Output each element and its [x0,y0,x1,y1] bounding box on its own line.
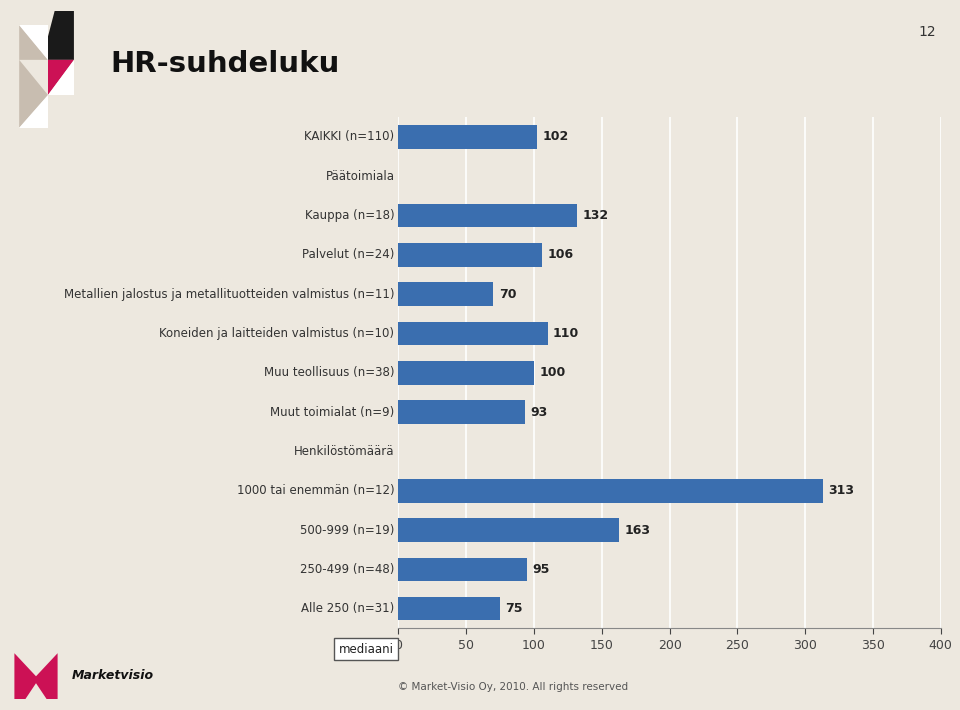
Text: Päätoimiala: Päätoimiala [325,170,395,182]
Polygon shape [48,60,74,95]
Text: 313: 313 [828,484,854,497]
Bar [398,557,527,581]
Polygon shape [14,653,58,699]
Polygon shape [19,25,48,60]
Text: 95: 95 [533,563,550,576]
Bar [398,400,524,424]
Text: Muut toimialat (n=9): Muut toimialat (n=9) [270,405,395,419]
Polygon shape [48,11,74,60]
Bar [398,479,823,503]
Text: © Market-Visio Oy, 2010. All rights reserved: © Market-Visio Oy, 2010. All rights rese… [398,682,629,692]
Text: 75: 75 [506,602,523,615]
Text: Muu teollisuus (n=38): Muu teollisuus (n=38) [264,366,395,379]
Bar [398,597,500,621]
Bar [398,518,619,542]
Text: Palvelut (n=24): Palvelut (n=24) [302,248,395,261]
Polygon shape [19,60,48,128]
Text: Marketvisio: Marketvisio [72,670,155,682]
Polygon shape [19,95,48,128]
Polygon shape [19,25,48,60]
Text: Kauppa (n=18): Kauppa (n=18) [304,209,395,222]
Text: 12: 12 [919,25,936,39]
Text: 102: 102 [542,131,568,143]
Text: 163: 163 [625,523,651,537]
Bar [398,322,547,345]
Text: 250-499 (n=48): 250-499 (n=48) [300,563,395,576]
Bar [398,125,537,148]
Bar [398,204,577,227]
Text: 106: 106 [547,248,574,261]
Text: KAIKKI (n=110): KAIKKI (n=110) [304,131,395,143]
Text: 93: 93 [530,405,547,419]
Polygon shape [48,60,74,95]
Text: mediaani: mediaani [339,643,394,655]
Text: 100: 100 [540,366,565,379]
Text: 110: 110 [553,327,579,340]
Text: 70: 70 [499,288,516,300]
Text: 1000 tai enemmän (n=12): 1000 tai enemmän (n=12) [237,484,395,497]
Text: 500-999 (n=19): 500-999 (n=19) [300,523,395,537]
Text: Henkilöstömäärä: Henkilöstömäärä [294,445,395,458]
Bar [398,283,493,306]
Text: Koneiden ja laitteiden valmistus (n=10): Koneiden ja laitteiden valmistus (n=10) [159,327,395,340]
Text: 132: 132 [583,209,609,222]
Text: Alle 250 (n=31): Alle 250 (n=31) [301,602,395,615]
Text: Metallien jalostus ja metallituotteiden valmistus (n=11): Metallien jalostus ja metallituotteiden … [64,288,395,300]
Bar [398,361,534,385]
Text: HR-suhdeluku: HR-suhdeluku [110,50,340,78]
Bar [398,243,542,266]
